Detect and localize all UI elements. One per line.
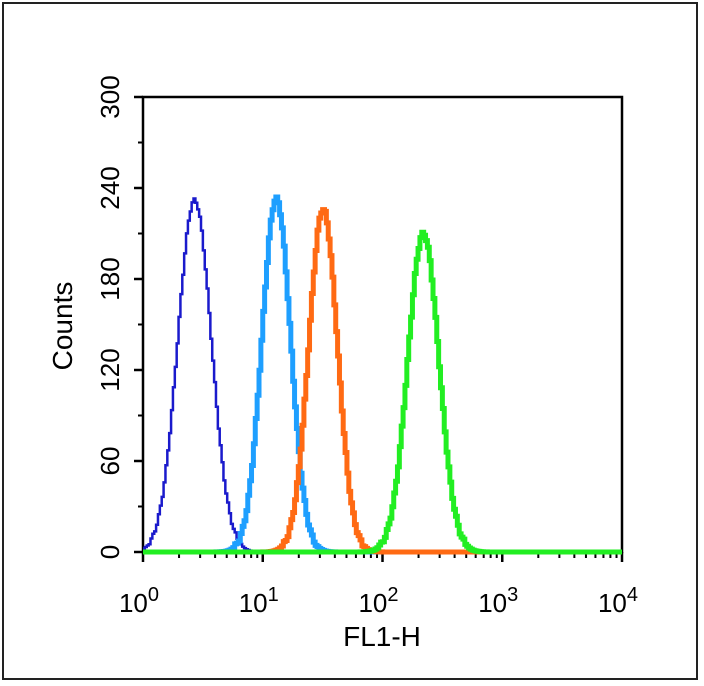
y-tick-label: 60 — [95, 447, 125, 476]
y-tick-label: 300 — [95, 75, 125, 118]
x-axis: 100 101 102 103 104 — [119, 552, 638, 618]
histogram-series-layer — [143, 194, 622, 555]
x-tick-label: 104 — [598, 584, 638, 618]
y-tick-label: 180 — [95, 257, 125, 300]
y-axis-title: Counts — [47, 282, 78, 371]
histogram-series — [143, 229, 622, 555]
x-tick-label: 102 — [358, 584, 398, 618]
x-tick-label: 103 — [478, 584, 518, 618]
y-tick-label: 0 — [95, 545, 125, 559]
x-axis-title: FL1-H — [343, 621, 421, 652]
y-axis: 0 60 120 180 240 300 — [95, 75, 143, 559]
y-tick-label: 240 — [95, 166, 125, 209]
x-tick-label: 100 — [119, 584, 159, 618]
plot-area — [141, 95, 624, 554]
x-tick-label: 101 — [239, 584, 279, 618]
y-tick-label: 120 — [95, 348, 125, 391]
